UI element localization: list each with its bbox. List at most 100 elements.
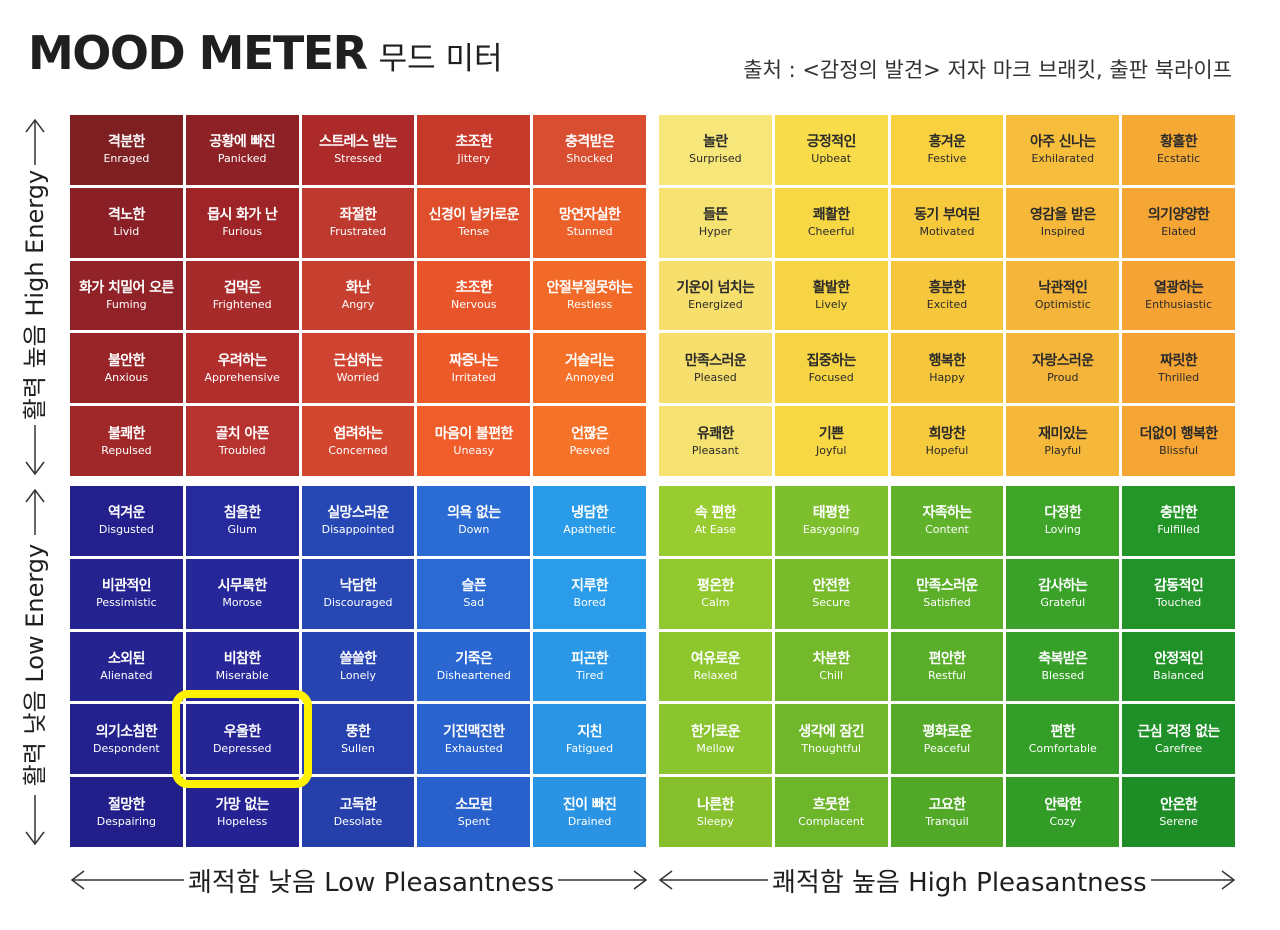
emotion-cell-energized: 기운이 넘치는 Energized: [659, 260, 772, 331]
emotion-cell-excited: 흥분한 Excited: [890, 260, 1004, 331]
emotion-korean-label: 뚱한: [345, 723, 371, 740]
emotion-korean-label: 흐뭇한: [812, 796, 850, 813]
emotion-cell-frightened: 겁먹은 Frightened: [185, 260, 299, 331]
emotion-english-label: Touched: [1155, 596, 1202, 610]
emotion-korean-label: 지루한: [571, 578, 609, 595]
emotion-cell-worried: 근심하는 Worried: [301, 333, 415, 404]
emotion-english-label: Restless: [566, 297, 613, 311]
emotion-korean-label: 언짢은: [571, 425, 609, 442]
emotion-english-label: Excited: [926, 297, 968, 311]
emotion-korean-label: 안절부절못하는: [546, 279, 634, 296]
emotion-english-label: Relaxed: [693, 668, 738, 682]
emotion-english-label: Disappointed: [321, 523, 395, 537]
emotion-cell-peeved: 언짢은 Peeved: [533, 406, 646, 476]
emotion-korean-label: 재미있는: [1038, 425, 1088, 442]
emotion-korean-label: 스트레스 받는: [319, 134, 398, 151]
emotion-korean-label: 마음이 불편한: [434, 425, 514, 442]
emotion-korean-label: 역겨운: [107, 505, 145, 522]
emotion-english-label: Lonely: [340, 668, 376, 682]
emotion-korean-label: 냉담한: [571, 505, 609, 522]
emotion-cell-festive: 흥겨운 Festive: [890, 115, 1004, 185]
emotion-cell-at-ease: 속 편한 At Ease: [659, 486, 772, 556]
emotion-cell-troubled: 골치 아픈 Troubled: [185, 406, 299, 476]
emotion-cell-shocked: 충격받은 Shocked: [533, 115, 646, 185]
emotion-english-label: Panicked: [217, 152, 267, 166]
emotion-english-label: Despairing: [96, 814, 157, 828]
emotion-korean-label: 우려하는: [217, 352, 268, 369]
emotion-cell-grateful: 감사하는 Grateful: [1006, 558, 1120, 629]
emotion-cell-repulsed: 불쾌한 Repulsed: [70, 406, 183, 476]
emotion-korean-label: 초조한: [455, 279, 493, 296]
emotion-korean-label: 실망스러운: [327, 505, 389, 522]
emotion-cell-tense: 신경이 날카로운 Tense: [417, 187, 531, 258]
emotion-english-label: Blissful: [1159, 443, 1199, 457]
axis-label-high-pleasantness: 쾌적함 높음 High Pleasantness: [768, 862, 1151, 899]
emotion-cell-tranquil: 고요한 Tranquil: [890, 777, 1004, 847]
emotion-korean-label: 공황에 빠진: [209, 134, 276, 151]
emotion-english-label: Drained: [567, 814, 612, 828]
emotion-english-label: Concerned: [328, 443, 388, 457]
emotion-cell-peaceful: 평화로운 Peaceful: [890, 704, 1004, 775]
emotion-english-label: Disheartened: [436, 668, 511, 682]
emotion-korean-label: 낙관적인: [1038, 279, 1088, 296]
emotion-korean-label: 우울한: [223, 723, 261, 740]
emotion-english-label: Sad: [463, 596, 485, 610]
emotion-cell-frustrated: 좌절한 Frustrated: [301, 187, 415, 258]
emotion-english-label: Exhilarated: [1031, 152, 1095, 166]
emotion-english-label: Thoughtful: [801, 741, 861, 755]
emotion-cell-stressed: 스트레스 받는 Stressed: [301, 115, 415, 185]
emotion-korean-label: 화가 치밀어 오른: [79, 279, 174, 296]
emotion-korean-label: 짜증나는: [449, 352, 499, 369]
quadrant-green: 속 편한 At Ease 태평한 Easygoing 자족하는 Content 다정한 Lov…: [659, 486, 1235, 847]
emotion-korean-label: 더없이 행복한: [1139, 425, 1219, 442]
emotion-english-label: Tired: [575, 668, 604, 682]
emotion-korean-label: 흥분한: [928, 279, 966, 296]
emotion-english-label: Optimistic: [1034, 297, 1091, 311]
emotion-korean-label: 흥겨운: [928, 134, 966, 151]
emotion-korean-label: 망연자실한: [558, 207, 621, 224]
emotion-korean-label: 슬픈: [461, 578, 487, 595]
emotion-korean-label: 평온한: [696, 578, 734, 595]
emotion-cell-discouraged: 낙담한 Discouraged: [301, 558, 415, 629]
emotion-korean-label: 긍정적인: [806, 134, 857, 151]
emotion-korean-label: 자랑스러운: [1032, 352, 1094, 369]
emotion-english-label: Tense: [458, 225, 490, 239]
emotion-korean-label: 다정한: [1044, 505, 1082, 522]
emotion-korean-label: 기쁜: [818, 425, 844, 442]
emotion-english-label: Apathetic: [563, 523, 616, 537]
emotion-cell-touched: 감동적인 Touched: [1122, 558, 1235, 629]
emotion-english-label: Hopeless: [217, 814, 268, 828]
emotion-english-label: Stressed: [334, 152, 382, 166]
emotion-korean-label: 들뜬: [703, 207, 728, 224]
emotion-cell-disgusted: 역겨운 Disgusted: [70, 486, 183, 556]
emotion-korean-label: 격노한: [107, 207, 145, 224]
emotion-cell-lonely: 쓸쓸한 Lonely: [301, 631, 415, 702]
emotion-korean-label: 열광하는: [1154, 279, 1204, 296]
emotion-cell-sullen: 뚱한 Sullen: [301, 704, 415, 775]
emotion-english-label: Despondent: [93, 741, 160, 755]
emotion-korean-label: 절망한: [107, 796, 145, 813]
emotion-cell-calm: 평온한 Calm: [659, 558, 772, 629]
emotion-english-label: Down: [458, 523, 490, 537]
emotion-cell-enthusiastic: 열광하는 Enthusiastic: [1122, 260, 1235, 331]
emotion-cell-proud: 자랑스러운 Proud: [1006, 333, 1120, 404]
emotion-korean-label: 소모된: [455, 796, 493, 813]
emotion-english-label: Calm: [701, 596, 730, 610]
axis-label-low-pleasantness: 쾌적함 낮음 Low Pleasantness: [184, 862, 559, 899]
emotion-cell-alienated: 소외된 Alienated: [70, 631, 183, 702]
emotion-english-label: Complacent: [798, 814, 865, 828]
emotion-english-label: Proud: [1047, 370, 1079, 384]
emotion-cell-thoughtful: 생각에 잠긴 Thoughtful: [774, 704, 888, 775]
emotion-korean-label: 행복한: [928, 352, 966, 369]
emotion-korean-label: 안락한: [1044, 796, 1082, 813]
emotion-cell-drained: 진이 빠진 Drained: [533, 777, 646, 847]
emotion-korean-label: 초조한: [455, 134, 493, 151]
emotion-english-label: Frightened: [212, 297, 272, 311]
emotion-english-label: Furious: [222, 225, 263, 239]
emotion-english-label: Sleepy: [696, 814, 734, 828]
quadrant-yellow: 놀란 Surprised 긍정적인 Upbeat 흥겨운 Festive 아주 신나는 Exh…: [659, 115, 1235, 476]
emotion-korean-label: 쓸쓸한: [339, 650, 377, 667]
emotion-cell-uneasy: 마음이 불편한 Uneasy: [417, 406, 531, 476]
emotion-korean-label: 의욕 없는: [447, 505, 501, 522]
emotion-cell-tired: 피곤한 Tired: [533, 631, 646, 702]
